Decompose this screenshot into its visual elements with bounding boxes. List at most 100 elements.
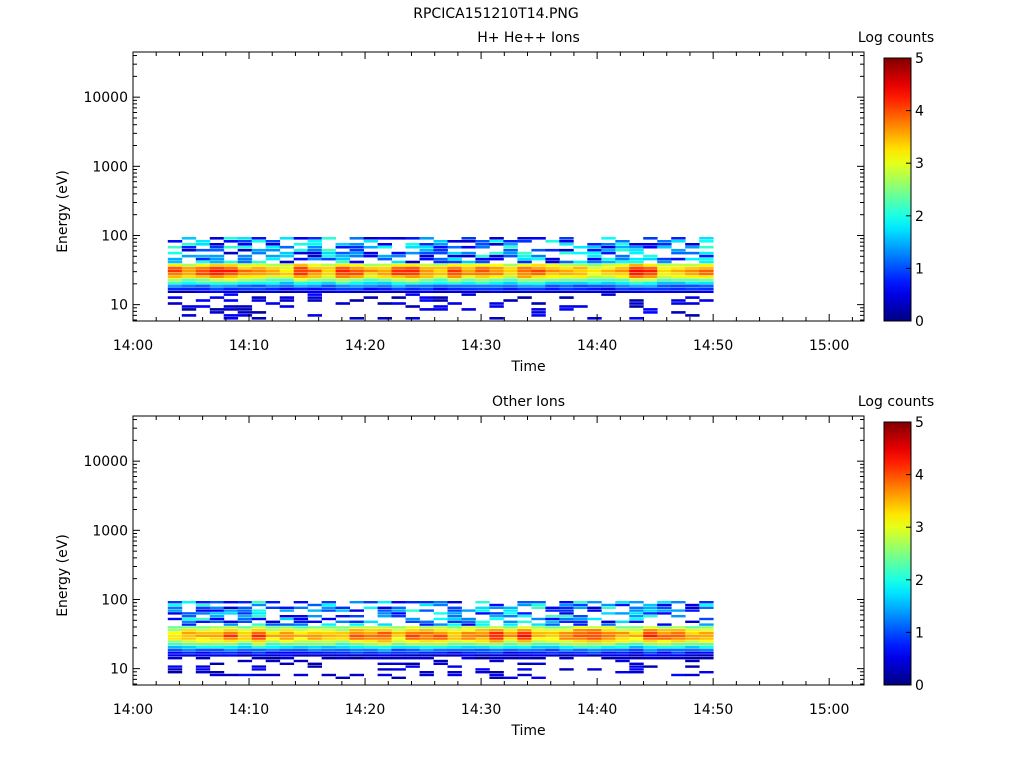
spectrogram-cell [307,654,322,657]
y-tick-label: 10000 [83,454,128,470]
x-tick-label: 14:10 [229,338,269,354]
spectrogram-cell [545,281,560,285]
spectrogram-cell [545,284,560,287]
spectrogram-cell [223,305,239,308]
spectrogram-cell [531,254,546,258]
spectrogram-cell [349,601,364,604]
spectrogram-cell [209,266,225,270]
spectrogram-cell [251,643,267,646]
spectrogram-cell [517,254,532,258]
spectrogram-cell [237,629,253,632]
spectrogram-cell [195,629,211,632]
spectrogram-cell [209,260,225,264]
spectrogram-cell [363,606,378,609]
spectrogram-cell [251,237,267,240]
spectrogram-cell [265,287,281,290]
spectrogram-cell [349,634,364,637]
spectrogram-cell [559,634,574,637]
spectrogram-cell [573,305,588,308]
spectrogram-cell [643,615,658,618]
spectrogram-cell [335,257,350,261]
spectrogram-cell [195,240,211,243]
spectrogram-cell [433,623,448,626]
spectrogram-cell [307,281,322,285]
spectrogram-cell [657,657,672,660]
spectrogram-cell [391,662,406,665]
spectrogram-cell [335,651,350,654]
spectrogram-cell [559,263,574,267]
spectrogram-cell [461,263,476,267]
spectrogram-cell [279,263,295,267]
spectrogram-cell [279,623,295,626]
spectrogram-cell [671,634,686,637]
spectrogram-cell [377,269,392,273]
spectrogram-cell [391,626,406,629]
spectrogram-cell [615,626,630,629]
spectrogram-cell [433,654,448,657]
spectrogram-cell [321,640,336,643]
spectrogram-cell [447,257,462,261]
spectrogram-cell [279,626,295,629]
spectrogram-cell [251,651,267,654]
spectrogram-cell [349,254,364,258]
spectrogram-cell [377,615,392,618]
spectrogram-cell [559,296,574,299]
spectrogram-cell [531,263,546,267]
spectrogram-cell [251,626,267,629]
x-tick-label: 14:00 [113,338,153,354]
spectrogram-cell [419,278,434,282]
spectrogram-cell [685,266,700,270]
spectrogram-cell [643,272,658,276]
spectrogram-cell [629,287,644,290]
spectrogram-cell [419,620,434,623]
spectrogram-cell [447,645,462,649]
spectrogram-cell [531,275,546,279]
spectrogram-cell [657,651,672,654]
spectrogram-cell [279,634,295,637]
spectrogram-cell [699,237,714,240]
spectrogram-cell [223,651,239,654]
spectrogram-cell [433,243,448,246]
spectrogram-cell [671,640,686,643]
spectrogram-cell [587,266,602,270]
spectrogram-cell [475,609,490,612]
spectrogram-cell [447,623,462,626]
spectrogram-cell [279,654,295,657]
spectrogram-cell [265,243,281,246]
spectrogram-cell [167,651,183,654]
spectrogram-cell [391,269,406,273]
spectrogram-cell [503,243,518,246]
spectrogram-cell [475,657,490,660]
spectrogram-cell [181,308,197,311]
y-tick-label: 100 [101,592,128,608]
spectrogram-cell [223,606,239,609]
spectrogram-cell [419,308,434,311]
spectrogram-cell [391,284,406,287]
spectrogram-cell [391,612,406,615]
spectrogram-cell [209,269,225,273]
spectrogram-cell [517,673,532,677]
spectrogram-cell [335,620,350,623]
spectrogram-cell [699,637,714,640]
spectrogram-cell [531,603,546,607]
spectrogram-cell [251,263,267,267]
spectrogram-cell [223,245,239,249]
spectrogram-cell [237,601,253,604]
spectrogram-cell [223,266,239,270]
spectrogram-cell [657,257,672,261]
spectrogram-cell [671,287,686,290]
spectrogram-cell [447,254,462,258]
spectrogram-cell [587,654,602,657]
spectrogram-cell [293,623,309,626]
spectrogram-cell [293,629,309,632]
spectrogram-cell [321,631,336,635]
spectrogram-cell [447,615,462,618]
spectrogram-cell [643,245,658,249]
spectrogram-cell [363,237,378,240]
spectrogram-cell [587,275,602,279]
spectrogram-cell [489,305,504,308]
spectrogram-cell [181,314,197,317]
spectrogram-cell [307,269,322,273]
spectrogram-cell [237,314,253,317]
spectrogram-cell [657,266,672,270]
